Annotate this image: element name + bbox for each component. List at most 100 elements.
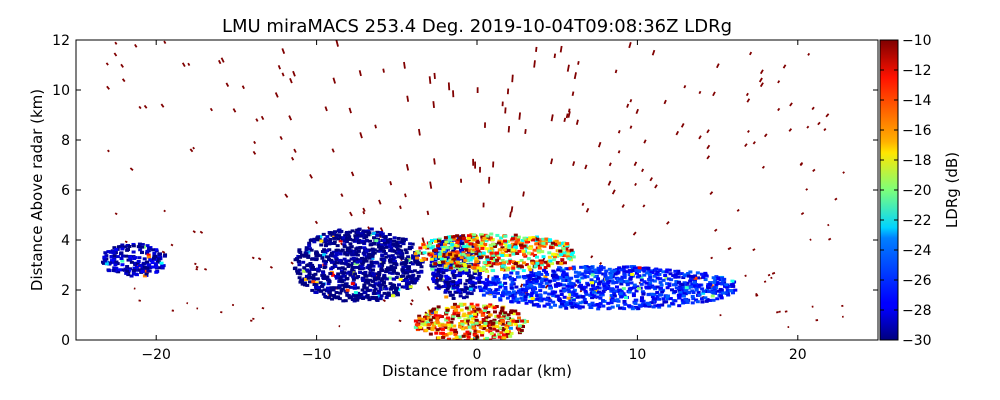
echo-cell <box>522 320 527 324</box>
echo-cell <box>673 269 678 273</box>
echo-cell <box>313 285 318 289</box>
echo-cell <box>458 302 463 306</box>
echo-cell <box>535 302 540 306</box>
echo-cell <box>694 288 699 292</box>
echo-cell <box>733 288 738 292</box>
echo-cell <box>506 290 511 294</box>
echo-cell <box>469 320 474 324</box>
echo-cell <box>697 293 702 297</box>
echo-cell <box>597 271 602 275</box>
echo-cell <box>434 268 439 272</box>
echo-cell <box>569 282 574 286</box>
echo-cell <box>715 289 720 293</box>
echo-cell <box>330 233 335 237</box>
echo-cell <box>333 264 338 268</box>
echo-cell <box>730 279 735 283</box>
echo-cell <box>463 264 468 268</box>
echo-cell <box>351 238 356 242</box>
echo-cell <box>465 287 470 291</box>
echo-cell <box>342 278 347 282</box>
echo-cell <box>350 282 355 286</box>
echo-cell <box>539 261 544 265</box>
echo-speckle <box>433 72 436 80</box>
echo-cell <box>327 290 332 294</box>
echo-cell <box>418 325 423 329</box>
echo-cell <box>559 283 564 287</box>
echo-cell <box>391 242 396 246</box>
echo-cell <box>523 288 528 292</box>
echo-cell <box>429 264 434 268</box>
echo-cell <box>369 227 374 231</box>
echo-cell <box>321 259 326 263</box>
echo-speckle <box>426 210 430 216</box>
echo-cell <box>517 241 522 245</box>
echo-cell <box>527 299 532 303</box>
echo-cell <box>589 278 594 282</box>
echo-cell <box>693 283 698 287</box>
echo-speckle <box>261 306 265 310</box>
echo-cell <box>464 254 469 258</box>
echo-cell <box>402 261 407 265</box>
echo-speckle <box>634 182 637 186</box>
echo-cell <box>151 265 156 269</box>
echo-speckle <box>563 117 567 123</box>
echo-cell <box>412 279 417 283</box>
echo-speckle <box>309 173 313 179</box>
echo-cell <box>596 290 601 294</box>
echo-speckle <box>581 202 585 206</box>
echo-cell <box>477 280 482 284</box>
echo-cell <box>622 273 627 277</box>
echo-cell <box>471 284 476 288</box>
echo-cell <box>145 260 150 264</box>
echo-cell <box>473 263 478 267</box>
echo-speckle <box>359 132 363 139</box>
echo-cell <box>480 246 485 250</box>
echo-cell <box>592 303 597 307</box>
echo-cell <box>400 256 405 260</box>
echo-cell <box>392 249 397 253</box>
echo-cell <box>525 281 530 285</box>
echo-cell <box>446 337 451 340</box>
echo-speckle <box>518 112 521 120</box>
echo-cell <box>466 253 471 257</box>
echo-speckle <box>405 163 410 171</box>
echo-cell <box>519 259 524 263</box>
echo-cell <box>526 274 531 278</box>
echo-cell <box>455 256 460 260</box>
echo-cell <box>707 282 712 286</box>
echo-cell <box>638 304 643 308</box>
echo-cell <box>521 288 526 292</box>
echo-cell <box>721 291 726 295</box>
echo-cell <box>342 244 347 248</box>
echo-speckle <box>777 107 781 112</box>
echo-speckle <box>187 62 191 67</box>
echo-cell <box>348 237 353 241</box>
echo-cell <box>589 291 594 295</box>
echo-cell <box>495 262 500 266</box>
echo-cell <box>573 270 578 274</box>
echo-cell <box>448 331 453 335</box>
echo-cell <box>352 259 357 263</box>
echo-cell <box>485 255 490 259</box>
echo-cell <box>542 304 547 308</box>
echo-cell <box>677 296 682 300</box>
echo-cell <box>321 232 326 236</box>
echo-cell <box>433 314 438 318</box>
echo-cell <box>711 298 716 302</box>
echo-cell <box>681 276 686 280</box>
echo-cell <box>541 237 546 241</box>
echo-cell <box>159 261 164 265</box>
echo-cell <box>593 280 598 284</box>
echo-cell <box>541 255 546 259</box>
echo-speckle <box>332 77 336 84</box>
colorbar-tick-label: −30 <box>902 333 932 349</box>
echo-cell <box>423 320 428 324</box>
echo-cell <box>691 297 696 301</box>
echo-cell <box>480 331 485 335</box>
echo-cell <box>503 242 508 246</box>
echo-speckle <box>683 84 687 89</box>
echo-cell <box>534 281 539 285</box>
echo-cell <box>627 273 632 277</box>
echo-cell <box>329 286 334 290</box>
echo-cell <box>463 258 468 262</box>
